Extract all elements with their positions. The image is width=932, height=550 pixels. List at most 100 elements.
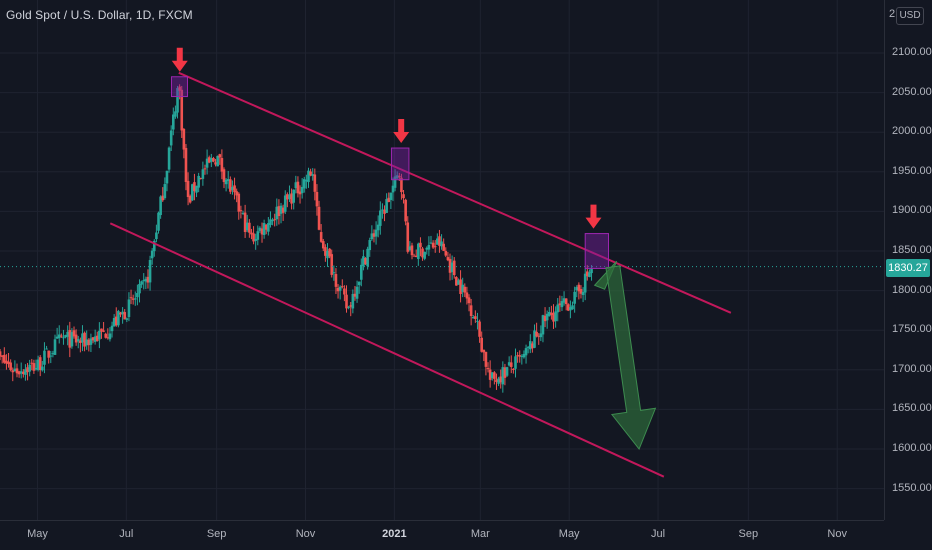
candle [436,233,439,245]
candle [260,222,264,243]
candle [17,370,21,378]
candle [514,348,517,378]
candle [262,219,266,239]
candle [535,322,538,338]
candle [252,226,255,245]
candle [125,317,129,323]
candle [450,255,454,280]
highlight-box[interactable] [584,233,610,269]
channel-lower-trendline[interactable] [109,222,665,478]
candle [564,298,568,311]
candle [184,143,188,191]
candle [191,183,194,202]
time-tick-label: Nov [295,528,316,540]
candle [66,325,69,346]
candle [461,277,464,298]
candle [408,241,412,252]
candle [429,235,433,245]
candle [505,366,509,377]
candle [305,174,308,189]
candle [383,205,386,222]
candle [571,301,574,310]
current-price-label: 1830.27 [886,259,930,277]
price-tick-label: 1800.00 [892,283,932,296]
candle [104,332,108,339]
candle [7,352,10,368]
candle [294,175,298,194]
highlight-box[interactable] [170,76,189,98]
candle [357,281,361,294]
candle [216,155,219,167]
candle [248,219,251,238]
candle [566,303,570,312]
candle [330,249,334,278]
candle [131,294,135,305]
candle [332,265,336,281]
candle [157,211,160,234]
candle [516,352,519,363]
price-tick-label: 1850.00 [892,244,932,256]
candle [469,298,473,326]
price-tick-label: 2000.00 [892,125,932,138]
time-tick-label: Mar [470,528,490,540]
candle [22,369,25,378]
forecast-down-arrow-icon[interactable] [605,265,657,450]
price-axis-border [884,0,885,520]
candle [11,367,15,382]
candle [351,289,355,314]
candle [499,369,503,389]
candle [590,264,593,281]
candle [254,233,257,250]
down-arrow-icon[interactable] [171,47,188,72]
candle [207,155,211,164]
candle [552,304,555,329]
candle [47,350,50,364]
price-axis-top-label: 2 [889,8,896,20]
currency-button[interactable]: USD [896,7,924,25]
candle [484,351,488,376]
candle [486,362,490,373]
time-tick-label: 2021 [382,528,407,540]
candle [267,217,270,236]
candle [85,330,88,350]
candle [480,331,483,353]
candle [463,283,467,298]
candle [129,289,133,305]
candle [321,238,325,251]
candle [493,371,496,385]
highlight-box[interactable] [390,147,410,181]
candle [336,284,340,299]
candle [355,280,359,303]
candle [188,194,192,204]
channel-upper-trendline[interactable] [178,71,732,314]
candle [83,331,86,352]
candle [148,255,152,291]
candle [176,85,179,119]
candle [91,337,95,344]
candle [569,300,572,319]
candle [150,248,154,265]
candle [366,246,369,270]
price-tick-label: 1750.00 [892,323,932,336]
candle [123,309,127,320]
candle [155,224,158,243]
symbol-title[interactable]: Gold Spot / U.S. Dollar, 1D, FXCM [6,8,193,22]
candle [26,362,29,381]
candle [370,225,374,241]
candle [446,252,450,262]
candle [19,362,23,379]
candle [220,149,224,180]
drawing-annotations[interactable] [109,47,732,478]
candle [507,356,511,367]
candle [503,363,507,386]
candle [376,215,380,238]
candle [36,355,40,372]
candle [163,177,167,200]
time-axis-border [0,520,884,521]
down-arrow-icon[interactable] [393,119,410,144]
down-arrow-icon[interactable] [585,204,602,229]
candle [34,359,38,371]
candle [556,298,560,322]
candle [421,246,424,261]
